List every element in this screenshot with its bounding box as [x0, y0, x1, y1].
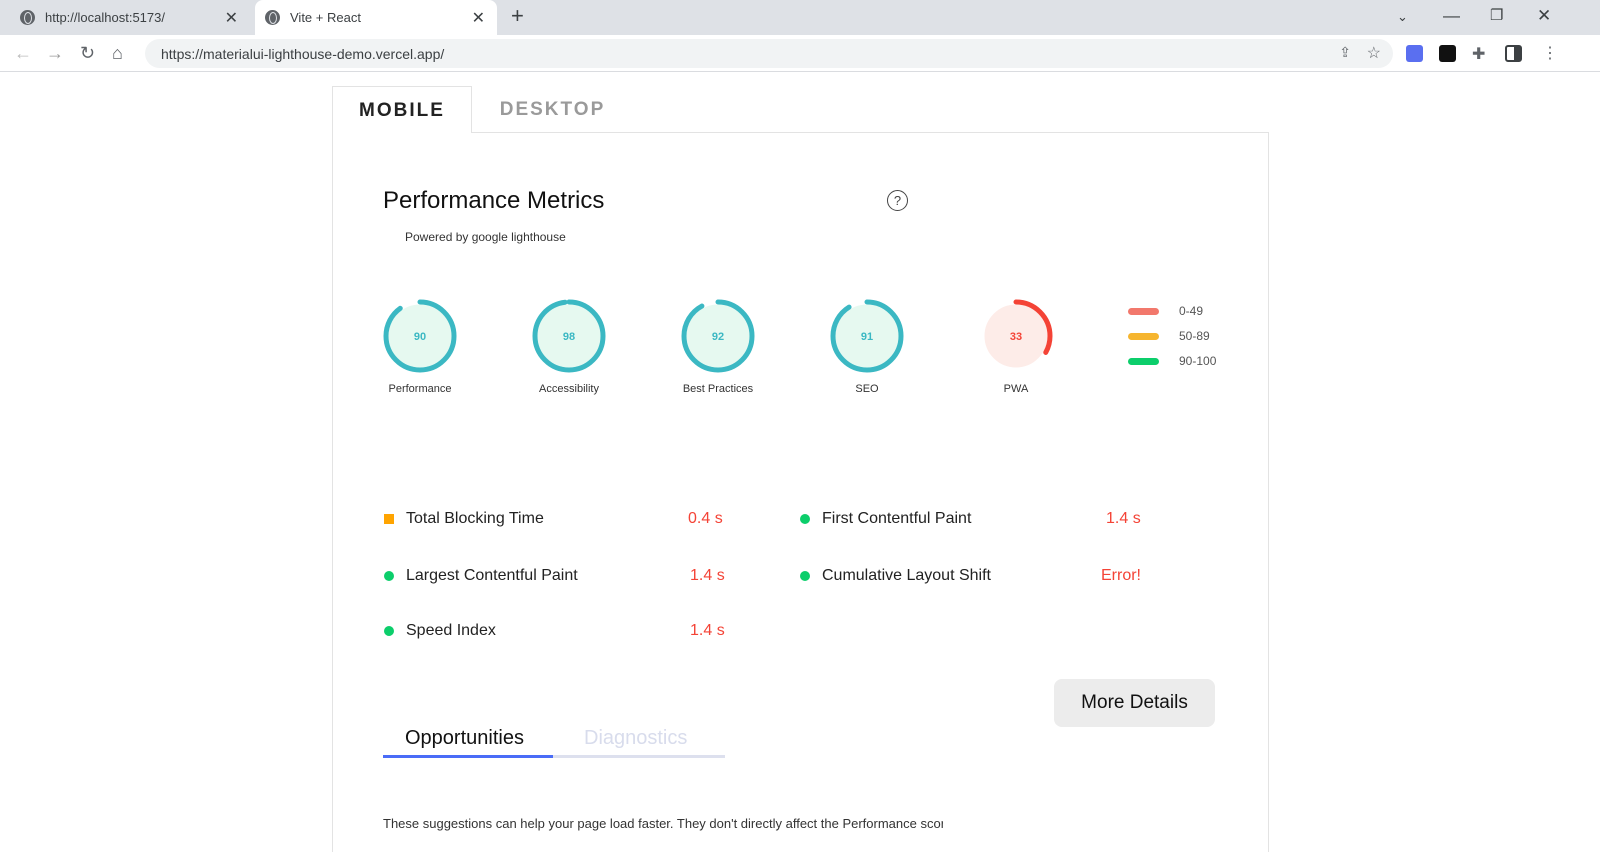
legend-item: 90-100 — [1128, 354, 1216, 368]
legend-range: 50-89 — [1179, 329, 1210, 343]
gauge-arc — [532, 299, 606, 373]
extension-icon[interactable] — [1406, 45, 1423, 62]
gauge-ring: 98 — [532, 299, 606, 373]
score-gauge-seo: 91 SEO — [812, 296, 922, 395]
circle-indicator-icon — [800, 514, 810, 524]
score-gauge-performance: 90 Performance — [365, 296, 475, 395]
forward-icon[interactable]: → — [46, 43, 64, 63]
metric-value: 1.4 s — [690, 622, 725, 639]
metric-value: 0.4 s — [688, 510, 723, 527]
gauge-score: 33 — [1010, 331, 1022, 343]
gauge-arc — [830, 299, 904, 373]
tab-title: http://localhost:5173/ — [45, 10, 165, 25]
circle-indicator-icon — [800, 571, 810, 581]
new-tab-icon[interactable]: + — [511, 3, 524, 28]
share-icon[interactable]: ⇪ — [1339, 44, 1351, 60]
square-indicator-icon — [384, 514, 394, 524]
legend-range: 90-100 — [1179, 354, 1217, 368]
gauge-ring: 90 — [383, 299, 457, 373]
back-icon[interactable]: ← — [14, 43, 32, 63]
legend-item: 50-89 — [1128, 329, 1210, 343]
gauge-ring: 33 — [979, 299, 1053, 373]
minimize-icon[interactable]: — — [1443, 6, 1460, 25]
gauge-arc — [383, 299, 457, 373]
score-gauge-accessibility: 98 Accessibility — [514, 296, 624, 395]
gauge-score: 91 — [861, 331, 873, 343]
bookmark-star-icon[interactable]: ☆ — [1366, 45, 1381, 62]
url-text: https://materialui-lighthouse-demo.verce… — [161, 46, 445, 62]
menu-kebab-icon[interactable]: ⋮ — [1542, 45, 1558, 62]
gauge-ring: 91 — [830, 299, 904, 373]
close-tab-icon[interactable]: ✕ — [224, 9, 238, 27]
legend-swatch — [1128, 332, 1159, 340]
legend-swatch — [1128, 307, 1159, 315]
restore-icon[interactable]: ❐ — [1490, 7, 1504, 24]
more-details-button[interactable]: More Details — [1054, 679, 1215, 727]
tab-title: Vite + React — [290, 10, 361, 25]
tab-opportunities[interactable]: Opportunities — [405, 727, 524, 749]
close-tab-icon[interactable]: ✕ — [471, 9, 485, 27]
metric-name: Speed Index — [406, 622, 496, 639]
circle-indicator-icon — [384, 571, 394, 581]
metric-item: Largest Contentful Paint — [384, 567, 578, 585]
circle-indicator-icon — [384, 626, 394, 636]
metric-value: 1.4 s — [690, 567, 725, 584]
metric-item: First Contentful Paint — [800, 510, 971, 528]
metric-name: Cumulative Layout Shift — [822, 567, 991, 584]
gauge-arc — [681, 299, 755, 373]
metric-value: 1.4 s — [1106, 510, 1141, 527]
page-content: MOBILE DESKTOP Performance Metrics ? Pow… — [0, 72, 1600, 852]
metric-item: Cumulative Layout Shift — [800, 567, 991, 585]
metric-item: Speed Index — [384, 622, 496, 640]
gauge-ring: 92 — [681, 299, 755, 373]
globe-icon — [265, 10, 280, 25]
subtitle: Powered by google lighthouse — [405, 230, 566, 244]
help-icon[interactable]: ? — [887, 190, 908, 211]
gauge-label: SEO — [855, 383, 879, 395]
gauge-label: PWA — [1003, 383, 1029, 395]
metric-value: Error! — [1101, 567, 1141, 584]
metrics-card — [332, 132, 1269, 852]
globe-icon — [20, 10, 35, 25]
score-gauge-pwa: 33 PWA — [961, 296, 1071, 395]
address-bar[interactable]: https://materialui-lighthouse-demo.verce… — [145, 39, 1393, 68]
gauge-label: Best Practices — [682, 383, 754, 395]
gauge-label: Performance — [388, 383, 452, 395]
section-description: These suggestions can help your page loa… — [383, 816, 943, 831]
legend-item: 0-49 — [1128, 304, 1203, 318]
extension-icon[interactable] — [1439, 45, 1456, 62]
gauge-score: 92 — [712, 331, 724, 343]
home-icon[interactable]: ⌂ — [112, 43, 123, 63]
side-panel-icon[interactable] — [1505, 45, 1522, 62]
tab-search-chevron-icon[interactable]: ⌄ — [1397, 9, 1408, 24]
tab-desktop[interactable]: DESKTOP — [499, 99, 606, 120]
section-tab-track — [383, 755, 725, 758]
score-gauge-best-practices: 92 Best Practices — [663, 296, 773, 395]
gauge-score: 98 — [563, 331, 575, 343]
legend-swatch — [1128, 357, 1159, 365]
reload-icon[interactable]: ↻ — [80, 43, 96, 63]
tab-diagnostics[interactable]: Diagnostics — [584, 727, 688, 749]
tab-mobile[interactable]: MOBILE — [332, 86, 472, 133]
close-window-icon[interactable]: ✕ — [1537, 6, 1552, 25]
gauge-label: Accessibility — [539, 383, 599, 395]
legend-range: 0-49 — [1179, 304, 1204, 318]
metric-name: Largest Contentful Paint — [406, 567, 578, 584]
active-tab-indicator — [383, 755, 553, 758]
browser-toolbar: ← → ↻ ⌂ https://materialui-lighthouse-de… — [0, 35, 1600, 72]
page-title: Performance Metrics — [383, 187, 605, 214]
browser-tab-active[interactable]: Vite + React ✕ — [255, 0, 497, 35]
metric-item: Total Blocking Time — [384, 510, 544, 528]
gauge-arc — [979, 299, 1053, 373]
browser-tab-bar: http://localhost:5173/ ✕ Vite + React ✕ … — [0, 0, 1600, 35]
metric-name: Total Blocking Time — [406, 510, 544, 527]
metric-name: First Contentful Paint — [822, 510, 972, 527]
gauge-score: 90 — [414, 331, 426, 343]
extensions-puzzle-icon[interactable]: ✚ — [1472, 46, 1486, 63]
browser-tab[interactable]: http://localhost:5173/ ✕ — [20, 0, 250, 35]
